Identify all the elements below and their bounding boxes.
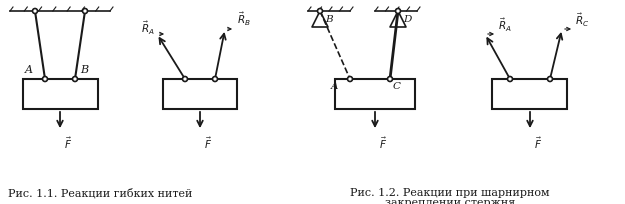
Text: Рис. 1.1. Реакции гибких нитей: Рис. 1.1. Реакции гибких нитей bbox=[8, 187, 192, 197]
Text: B: B bbox=[80, 65, 88, 75]
Bar bbox=[22, 80, 98, 110]
Text: D: D bbox=[403, 15, 411, 24]
Text: B: B bbox=[325, 15, 332, 24]
Text: $\vec{R}_A$: $\vec{R}_A$ bbox=[141, 20, 155, 37]
Bar bbox=[492, 80, 568, 110]
Circle shape bbox=[32, 9, 38, 14]
Circle shape bbox=[548, 77, 552, 82]
Circle shape bbox=[82, 9, 88, 14]
Text: C: C bbox=[393, 82, 401, 91]
Text: $\vec{F}$: $\vec{F}$ bbox=[64, 135, 72, 151]
Text: $\vec{R}_C$: $\vec{R}_C$ bbox=[575, 12, 589, 29]
Circle shape bbox=[508, 77, 512, 82]
Bar bbox=[335, 80, 415, 110]
Text: $\vec{R}_A$: $\vec{R}_A$ bbox=[498, 17, 512, 34]
Text: $\vec{F}$: $\vec{F}$ bbox=[534, 135, 542, 151]
Circle shape bbox=[318, 9, 322, 14]
Text: $\vec{F}$: $\vec{F}$ bbox=[204, 135, 212, 151]
Text: A: A bbox=[25, 65, 33, 75]
Text: закреплении стержня: закреплении стержня bbox=[385, 197, 515, 204]
Text: $\vec{R}_B$: $\vec{R}_B$ bbox=[237, 11, 251, 28]
Text: Рис. 1.2. Реакции при шарнирном: Рис. 1.2. Реакции при шарнирном bbox=[350, 187, 550, 197]
Circle shape bbox=[72, 77, 78, 82]
Circle shape bbox=[182, 77, 188, 82]
Circle shape bbox=[388, 77, 392, 82]
Circle shape bbox=[396, 9, 401, 14]
Circle shape bbox=[213, 77, 218, 82]
Circle shape bbox=[348, 77, 352, 82]
Circle shape bbox=[42, 77, 47, 82]
Text: A: A bbox=[331, 82, 338, 91]
Bar bbox=[162, 80, 238, 110]
Text: $\vec{F}$: $\vec{F}$ bbox=[379, 135, 387, 151]
